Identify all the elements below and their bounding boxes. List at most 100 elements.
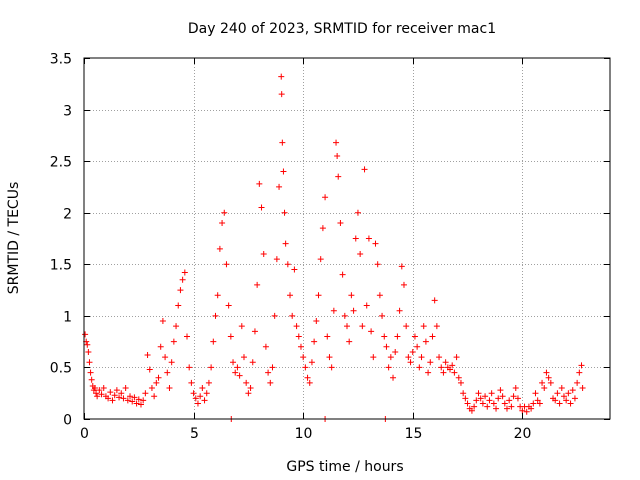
data-point: [379, 312, 386, 319]
data-point: [308, 359, 315, 366]
data-point: [113, 387, 120, 394]
data-point: [322, 194, 329, 201]
data-point: [545, 374, 552, 381]
data-point: [556, 400, 563, 407]
data-point: [170, 338, 177, 345]
data-point: [344, 323, 350, 330]
data-point: [411, 333, 418, 340]
data-point: [422, 338, 429, 345]
data-point: [394, 333, 401, 340]
data-point: [129, 398, 136, 405]
data-point: [131, 394, 138, 401]
data-point: [306, 379, 313, 386]
data-point: [359, 323, 366, 330]
data-point: [352, 235, 359, 242]
data-point: [166, 385, 173, 392]
data-point: [539, 379, 546, 386]
data-point: [278, 73, 285, 80]
data-point: [234, 364, 241, 371]
data-point: [357, 250, 364, 257]
data-point: [319, 225, 326, 232]
data-point: [243, 379, 250, 386]
data-point: [440, 369, 447, 376]
data-point: [293, 323, 300, 330]
data-point: [291, 266, 298, 273]
data-point: [317, 256, 324, 263]
data-point: [392, 348, 399, 355]
data-point: [425, 369, 432, 376]
y-tick-label: 2: [63, 207, 72, 223]
data-point: [116, 394, 123, 401]
x-tick-label: 15: [405, 426, 423, 442]
data-point: [383, 343, 390, 350]
data-point: [94, 393, 101, 400]
data-point: [87, 369, 94, 376]
data-point: [433, 323, 440, 330]
data-point: [503, 405, 510, 412]
data-point: [227, 333, 234, 340]
data-point: [107, 389, 114, 396]
data-point: [350, 307, 357, 314]
data-point: [96, 387, 103, 394]
data-point: [91, 385, 98, 392]
data-point: [547, 379, 554, 386]
data-point: [563, 397, 570, 404]
data-point: [486, 397, 493, 404]
data-point: [368, 328, 375, 335]
data-point: [135, 396, 142, 403]
chart-title: Day 240 of 2023, SRMTID for receiver mac…: [188, 21, 496, 37]
data-point: [276, 183, 283, 190]
data-point: [251, 328, 258, 335]
data-point: [249, 359, 256, 366]
data-point: [333, 139, 340, 146]
data-point: [429, 333, 436, 340]
data-point: [468, 407, 475, 414]
data-point: [381, 333, 388, 340]
data-point: [398, 263, 405, 270]
y-tick-label: 0.5: [50, 361, 72, 377]
tick-labels: 0 5 10 15 20 0 0.5 1 1.5 2 2.5 3 3.5: [50, 52, 532, 443]
data-point: [295, 333, 302, 340]
data-point: [221, 209, 228, 216]
data-point: [354, 209, 361, 216]
x-axis-label: GPS time / hours: [286, 459, 403, 475]
data-point: [267, 379, 274, 386]
data-point: [225, 302, 232, 309]
data-point: [328, 364, 335, 371]
data-point: [133, 400, 140, 407]
data-point: [390, 374, 397, 381]
data-point: [508, 403, 515, 410]
data-point: [230, 359, 237, 366]
data-point: [361, 166, 368, 173]
data-point: [88, 376, 95, 383]
data-point: [157, 343, 164, 350]
data-point: [488, 390, 495, 397]
data-point: [528, 405, 535, 412]
data-point: [287, 292, 294, 299]
data-point: [405, 354, 412, 361]
y-tick-label: 3.5: [50, 52, 72, 68]
data-point: [144, 352, 151, 359]
data-point: [532, 390, 539, 397]
data-point: [82, 331, 89, 338]
data-point: [403, 323, 410, 330]
data-point: [442, 359, 449, 366]
data-point: [473, 397, 480, 404]
grid-lines: [84, 58, 610, 419]
data-point: [146, 366, 153, 373]
data-point: [372, 240, 379, 247]
data-point: [201, 397, 208, 404]
data-point: [479, 400, 486, 407]
data-point: [457, 379, 464, 386]
data-point: [490, 400, 497, 407]
data-point: [346, 338, 353, 345]
data-point: [190, 390, 197, 397]
data-point: [282, 240, 289, 247]
data-point: [186, 364, 193, 371]
data-point: [536, 400, 543, 407]
data-point: [98, 391, 105, 398]
data-point: [273, 256, 280, 263]
data-point: [365, 235, 372, 242]
data-point: [153, 379, 160, 386]
data-point: [175, 302, 182, 309]
